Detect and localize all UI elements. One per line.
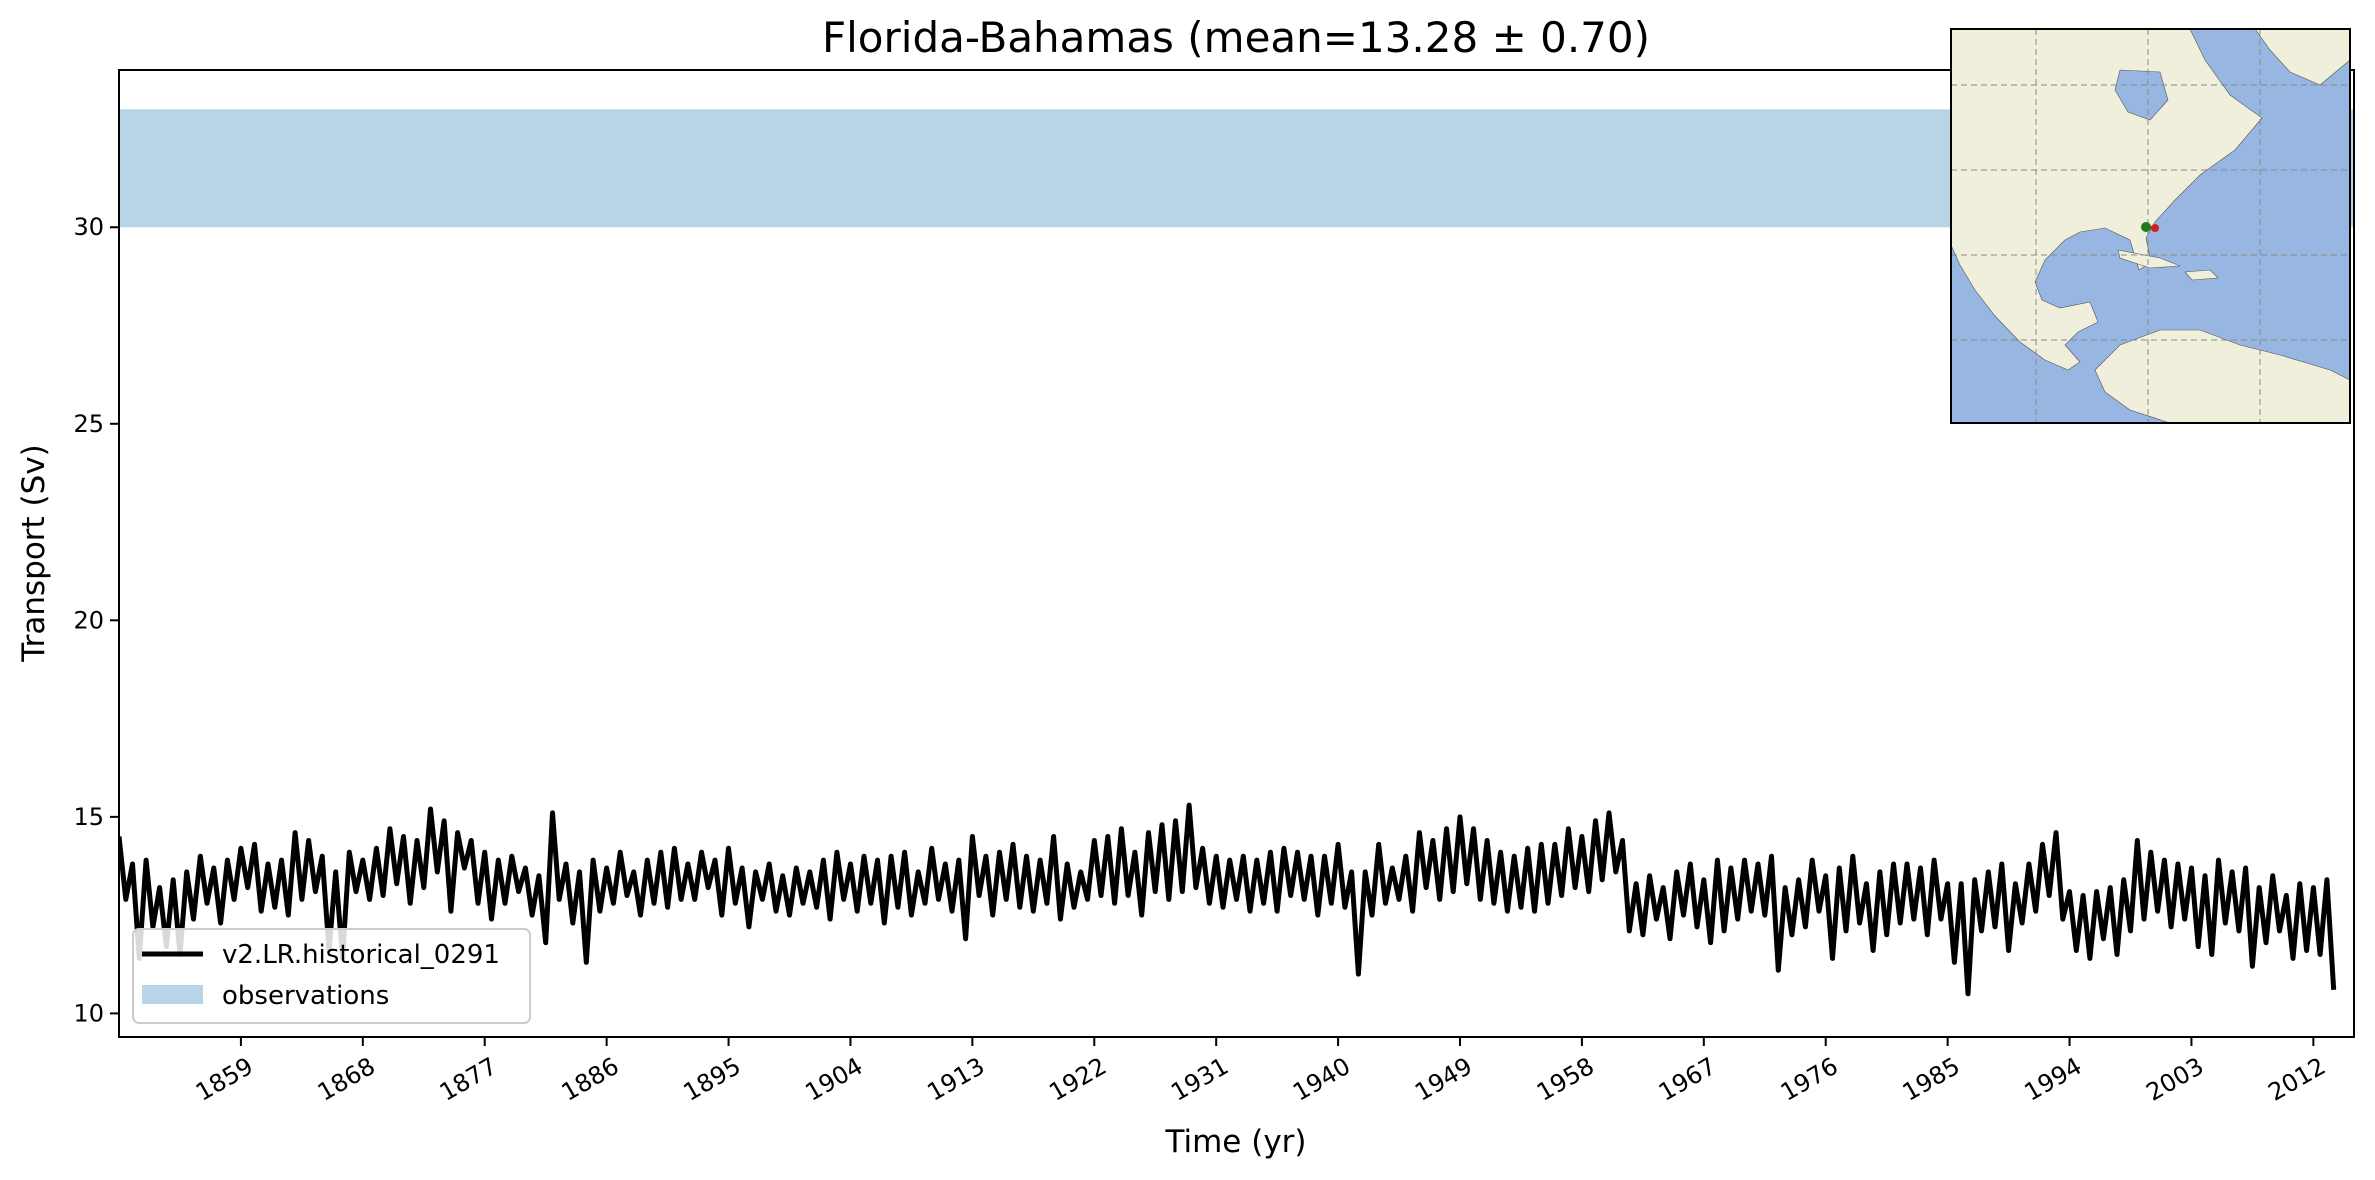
x-tick-label: 1913 [922, 1052, 989, 1107]
x-tick-label: 1949 [1410, 1052, 1477, 1107]
hudson-bay [2114, 69, 2169, 121]
section-start-marker [2141, 222, 2151, 232]
x-tick-label: 2012 [2263, 1052, 2330, 1107]
map-gridlines [1951, 29, 2350, 423]
legend-box [132, 928, 531, 1024]
x-tick-label: 1994 [2020, 1052, 2087, 1107]
x-tick-label: 1976 [1776, 1052, 1843, 1107]
x-axis-ticks: 1859 1868 1877 1886 1895 1904 1913 1922 1931 1940… [191, 1037, 2330, 1107]
x-tick-label: 1958 [1532, 1052, 1599, 1107]
x-tick-label: 1931 [1166, 1052, 1233, 1107]
chart-title: Florida-Bahamas (mean=13.28 ± 0.70) [822, 13, 1650, 62]
map-land [1951, 29, 2350, 423]
map-border [1950, 28, 2351, 424]
north-america-landmass [1951, 29, 2263, 371]
legend-label-series: v2.LR.historical_0291 [222, 940, 500, 970]
y-tick-label: 15 [73, 803, 104, 831]
legend-band-swatch [142, 985, 203, 1004]
y-tick-label: 25 [73, 410, 104, 438]
x-tick-label: 1886 [557, 1052, 624, 1107]
section-end-marker [2151, 224, 2159, 232]
x-tick-label: 1868 [313, 1052, 380, 1107]
x-tick-label: 1922 [1044, 1052, 1111, 1107]
x-axis-label: Time (yr) [1165, 1124, 1307, 1160]
x-tick-label: 2003 [2142, 1052, 2209, 1107]
y-tick-label: 30 [73, 213, 104, 241]
y-axis-ticks: 10 15 20 25 30 [73, 213, 119, 1027]
y-axis-label: Transport (Sv) [16, 444, 52, 663]
plot-border [118, 69, 2355, 1038]
greenland-landmass [2254, 29, 2350, 86]
y-tick-label: 10 [73, 999, 104, 1027]
legend: v2.LR.historical_0291 observations [132, 928, 531, 1024]
south-america-landmass [2094, 329, 2350, 423]
legend-label-observations: observations [222, 981, 389, 1011]
x-tick-label: 1877 [435, 1052, 502, 1107]
y-tick-label: 20 [73, 606, 104, 634]
x-tick-label: 1904 [801, 1052, 868, 1107]
series-line-v2-lr-historical [119, 802, 2337, 997]
x-tick-label: 1967 [1654, 1052, 1721, 1107]
x-tick-label: 1985 [1898, 1052, 1965, 1107]
x-tick-label: 1940 [1288, 1052, 1355, 1107]
x-tick-label: 1895 [679, 1052, 746, 1107]
location-inset-map [1950, 28, 2351, 424]
x-tick-label: 1859 [191, 1052, 258, 1107]
hispaniola-island [2184, 269, 2219, 281]
